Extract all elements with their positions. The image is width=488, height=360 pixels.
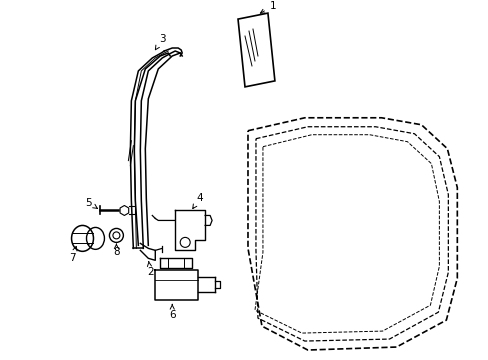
Text: 1: 1 — [260, 1, 276, 13]
Text: 7: 7 — [69, 246, 77, 263]
Text: 3: 3 — [155, 34, 165, 50]
Text: 5: 5 — [85, 198, 97, 208]
Text: 8: 8 — [113, 244, 120, 257]
Text: 2: 2 — [147, 262, 153, 277]
Text: 4: 4 — [192, 193, 203, 208]
Text: 6: 6 — [168, 305, 175, 320]
